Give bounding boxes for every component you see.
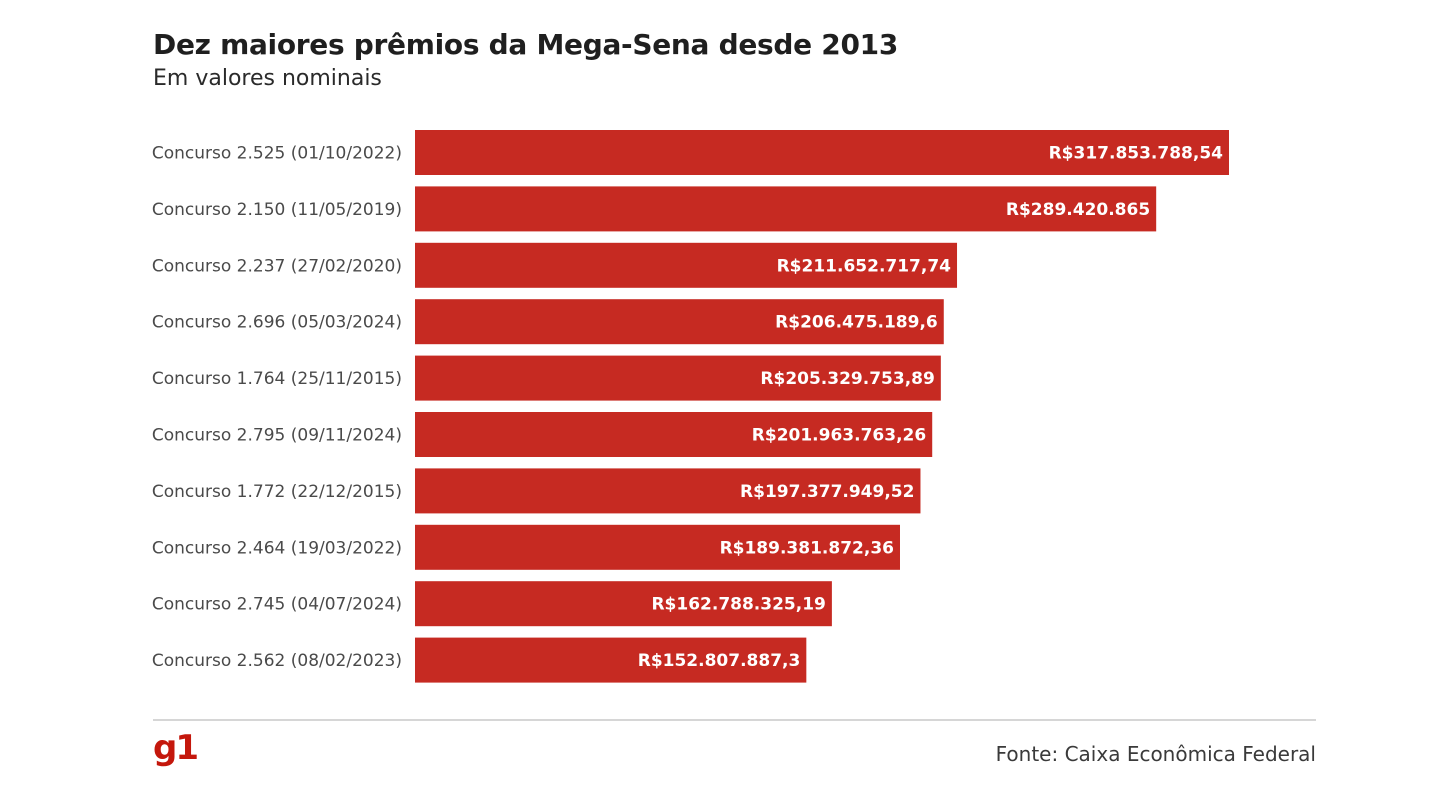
- bar-chart: Concurso 2.525 (01/10/2022) R$317.853.788…: [152, 130, 1229, 683]
- value-label: R$317.853.788,54: [1049, 144, 1224, 164]
- bar: [415, 355, 941, 401]
- category-label: Concurso 2.745 (04/07/2024): [152, 595, 402, 615]
- value-label: R$289.420.865: [1006, 200, 1150, 220]
- source-note: Fonte: Caixa Econômica Federal: [995, 742, 1316, 766]
- bar: [415, 468, 921, 514]
- category-label: Concurso 2.562 (08/02/2023): [152, 651, 402, 671]
- bar: [415, 299, 944, 345]
- value-label: R$211.652.717,74: [777, 256, 952, 276]
- category-label: Concurso 2.795 (09/11/2024): [152, 426, 402, 446]
- bar: [415, 186, 1157, 232]
- chart-subtitle: Em valores nominais: [153, 66, 382, 91]
- category-label: Concurso 2.696 (05/03/2024): [152, 313, 402, 333]
- g1-logo: g1: [153, 728, 199, 768]
- chart-title: Dez maiores prêmios da Mega-Sena desde 2…: [153, 28, 899, 61]
- value-label: R$206.475.189,6: [775, 313, 938, 333]
- value-label: R$162.788.325,19: [651, 595, 825, 615]
- category-label: Concurso 1.764 (25/11/2015): [152, 369, 402, 389]
- value-label: R$152.807.887,3: [638, 651, 801, 671]
- bar: [415, 130, 1229, 175]
- value-label: R$197.377.949,52: [740, 482, 914, 502]
- category-label: Concurso 2.237 (27/02/2020): [152, 256, 402, 276]
- value-label: R$189.381.872,36: [720, 538, 894, 558]
- value-label: R$205.329.753,89: [760, 369, 934, 389]
- bar: [415, 581, 832, 627]
- bar: [415, 242, 958, 288]
- category-label: Concurso 2.464 (19/03/2022): [152, 538, 402, 558]
- footer-divider: [153, 719, 1316, 721]
- category-label: Concurso 2.150 (11/05/2019): [152, 200, 402, 220]
- category-label: Concurso 2.525 (01/10/2022): [152, 144, 402, 164]
- bar: [415, 412, 933, 457]
- bar: [415, 637, 807, 683]
- value-label: R$201.963.763,26: [752, 426, 926, 446]
- bar: [415, 524, 900, 570]
- category-label: Concurso 1.772 (22/12/2015): [152, 482, 402, 502]
